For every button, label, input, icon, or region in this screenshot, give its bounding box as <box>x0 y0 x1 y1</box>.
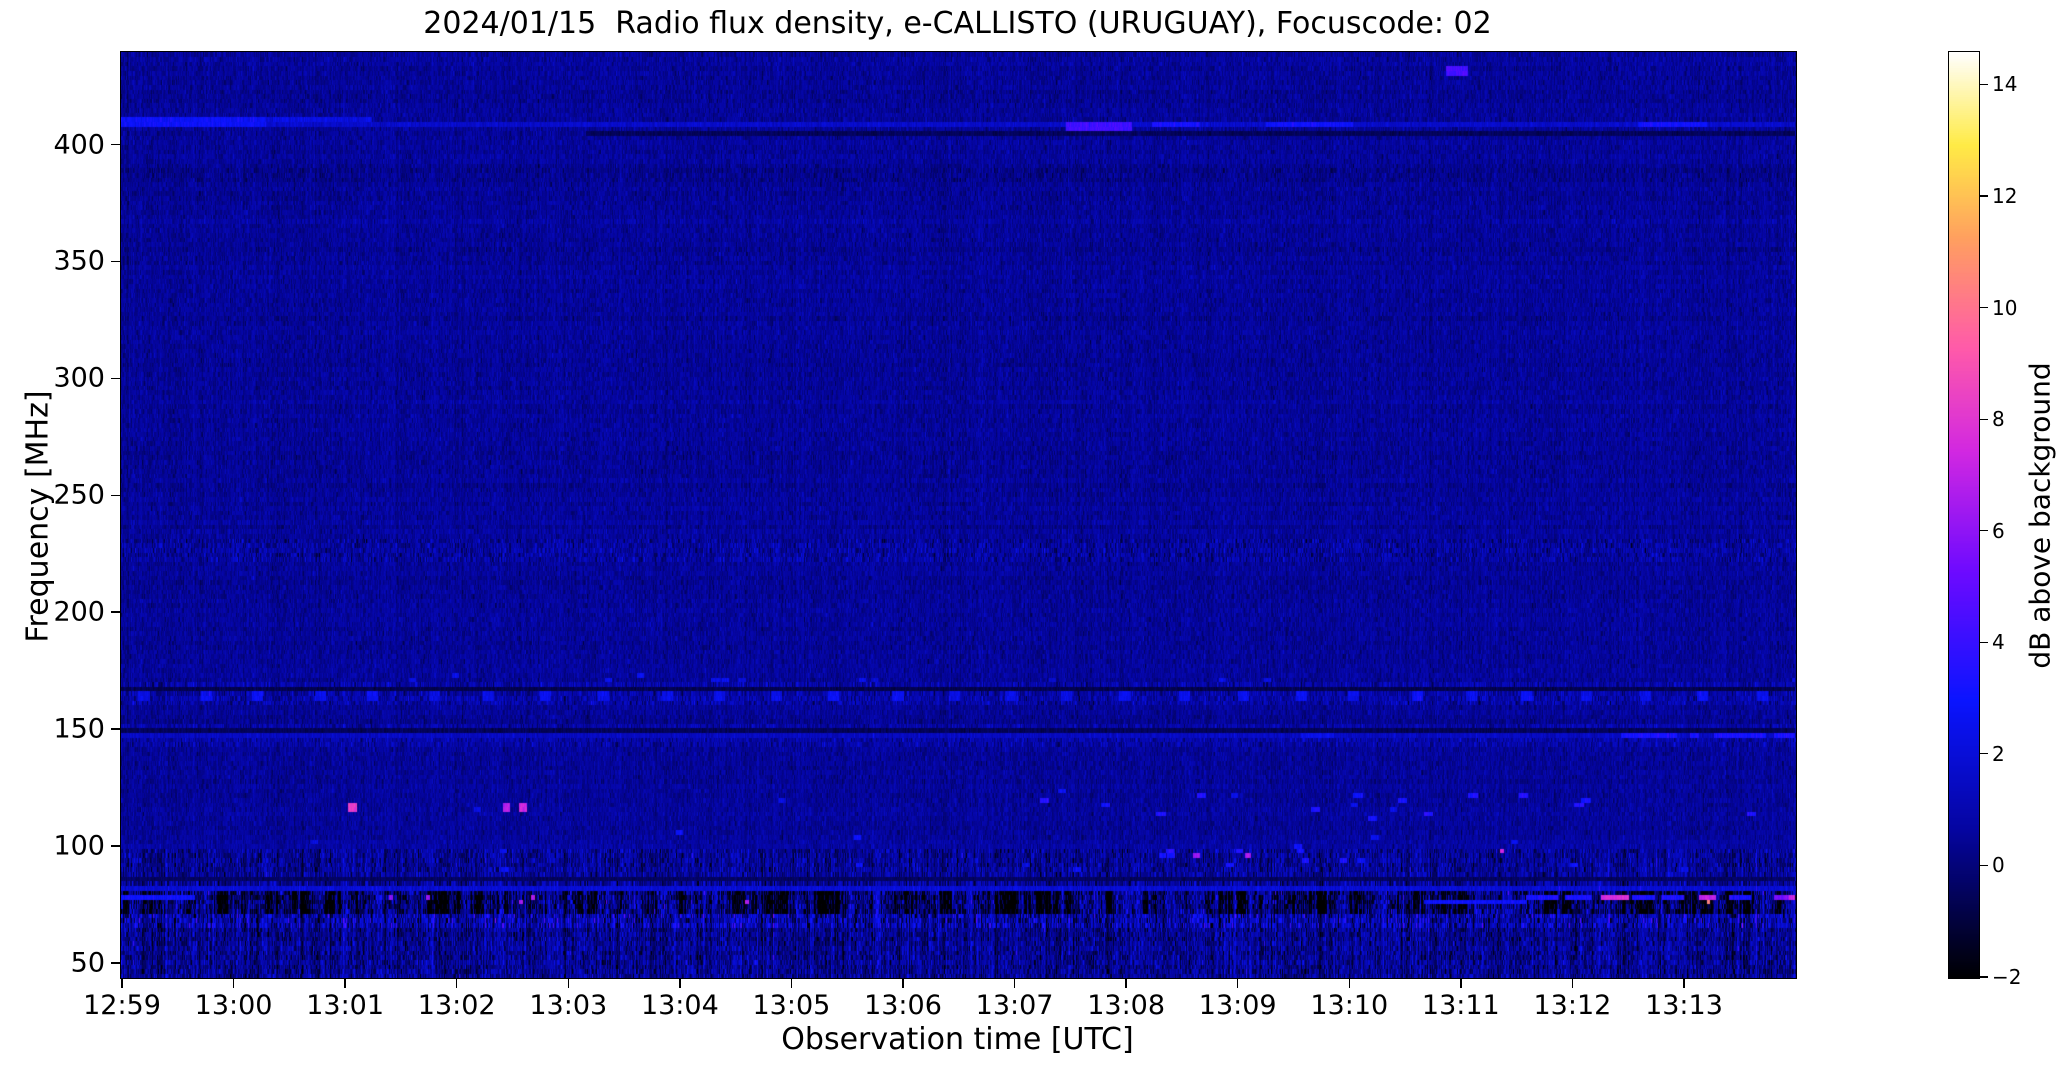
x-tick-mark <box>1683 979 1685 988</box>
y-tick-label: 150 <box>53 713 105 745</box>
x-tick-mark <box>1013 979 1016 988</box>
colorbar-tick-label: 8 <box>1992 407 2005 432</box>
x-tick-mark <box>790 979 793 988</box>
y-tick-label: 100 <box>53 830 105 862</box>
colorbar-tick-mark <box>1980 641 1988 643</box>
x-tick-label: 13:06 <box>864 990 942 1021</box>
colorbar-canvas <box>1949 52 1979 978</box>
y-tick-mark <box>111 611 120 613</box>
x-tick-label: 13:11 <box>1421 990 1500 1021</box>
colorbar-tick-label: 12 <box>1992 184 2018 209</box>
x-tick-label: 13:05 <box>752 990 831 1021</box>
x-tick-mark <box>567 979 570 988</box>
x-tick-mark <box>902 979 904 988</box>
x-tick-mark <box>1236 979 1239 988</box>
y-tick-label: 50 <box>70 947 105 979</box>
y-tick-mark <box>111 962 120 964</box>
x-tick-label: 13:08 <box>1087 990 1166 1021</box>
y-tick-mark <box>111 494 120 497</box>
y-tick-label: 350 <box>53 245 105 277</box>
x-tick-label: 12:59 <box>83 990 161 1021</box>
y-tick-label: 400 <box>53 129 105 161</box>
colorbar-tick-label: 0 <box>1992 853 2005 878</box>
spectrogram-canvas <box>121 52 1796 978</box>
chart-title: 2024/01/15 Radio flux density, e-CALLIST… <box>423 6 1492 41</box>
x-tick-label: 13:13 <box>1645 990 1723 1021</box>
colorbar-tick-label: 14 <box>1992 72 2018 97</box>
x-tick-label: 13:00 <box>194 990 273 1021</box>
x-tick-label: 13:01 <box>306 990 385 1021</box>
y-tick-label: 200 <box>53 596 105 628</box>
x-tick-mark <box>679 979 681 988</box>
y-tick-mark <box>111 728 120 730</box>
y-tick-label: 300 <box>53 362 105 394</box>
x-tick-mark <box>455 979 458 988</box>
y-tick-mark <box>111 845 120 847</box>
x-tick-mark <box>232 979 235 988</box>
colorbar <box>1948 51 1980 979</box>
x-tick-label: 13:12 <box>1533 990 1612 1021</box>
x-tick-mark <box>1348 979 1351 988</box>
colorbar-label: dB above background <box>2023 362 2057 669</box>
colorbar-tick-mark <box>1980 864 1988 867</box>
x-tick-mark <box>121 979 123 988</box>
x-tick-label: 13:07 <box>975 990 1054 1021</box>
x-tick-label: 13:03 <box>529 990 608 1021</box>
y-axis-label: Frequency [MHz] <box>20 390 56 643</box>
y-tick-mark <box>111 377 120 380</box>
plot-area <box>120 51 1797 979</box>
colorbar-tick-label: 6 <box>1992 518 2005 543</box>
x-axis-label: Observation time [UTC] <box>781 1022 1134 1057</box>
colorbar-tick-mark <box>1980 753 1988 755</box>
colorbar-tick-mark <box>1980 195 1988 197</box>
colorbar-tick-mark <box>1980 307 1988 309</box>
colorbar-tick-label: −2 <box>1992 965 2022 989</box>
x-tick-mark <box>1460 979 1462 988</box>
y-tick-mark <box>111 143 120 146</box>
y-tick-mark <box>111 260 120 263</box>
y-tick-label: 250 <box>53 479 105 511</box>
colorbar-tick-mark <box>1980 976 1988 978</box>
colorbar-tick-label: 10 <box>1992 295 2018 320</box>
x-tick-label: 13:10 <box>1310 990 1389 1021</box>
x-tick-mark <box>1125 979 1127 988</box>
colorbar-tick-label: 2 <box>1992 741 2005 766</box>
x-tick-label: 13:09 <box>1198 990 1277 1021</box>
x-tick-mark <box>344 979 346 988</box>
x-tick-label: 13:04 <box>640 990 719 1021</box>
colorbar-tick-mark <box>1980 530 1988 532</box>
colorbar-tick-mark <box>1980 418 1988 420</box>
x-tick-label: 13:02 <box>417 990 496 1021</box>
colorbar-tick-label: 4 <box>1992 630 2005 655</box>
x-tick-mark <box>1571 979 1574 988</box>
colorbar-tick-mark <box>1980 83 1988 86</box>
